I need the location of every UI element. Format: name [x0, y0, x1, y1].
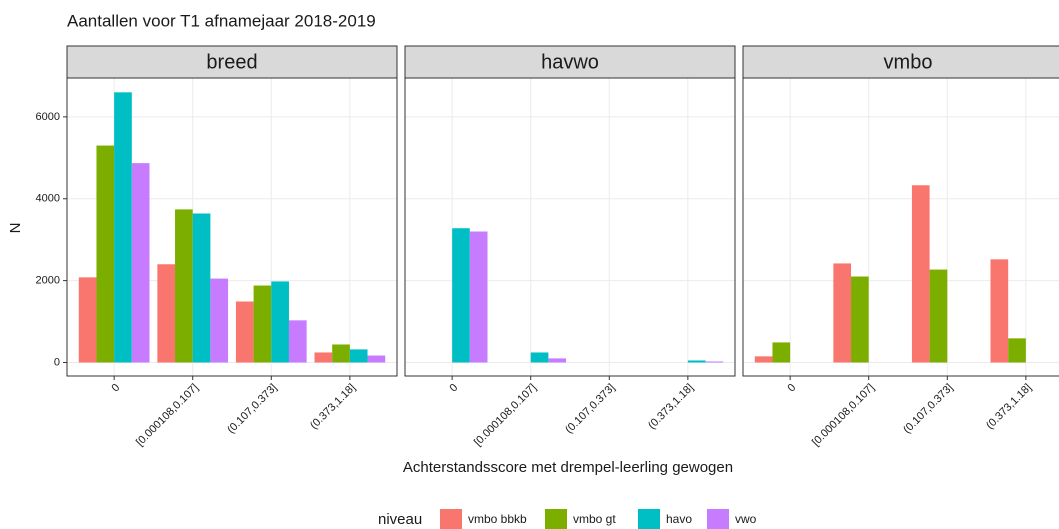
bar: [192, 213, 211, 363]
bar: [548, 358, 567, 363]
bar: [911, 185, 930, 363]
bar: [833, 263, 852, 363]
legend-label: vmbo gt: [573, 512, 616, 526]
y-tick-label: 6000: [36, 111, 60, 123]
x-axis-label: Achterstandsscore met drempel-leerling g…: [403, 459, 733, 476]
x-tick-label: (0.373,1.18]: [308, 382, 358, 432]
legend-key: [638, 509, 660, 529]
bar: [687, 360, 706, 363]
bar: [271, 281, 289, 363]
legend-key: [707, 509, 729, 529]
bar: [851, 276, 869, 363]
facet-title: vmbo: [884, 51, 933, 73]
panel-border: [742, 77, 1059, 377]
bar: [157, 264, 176, 363]
strip: [66, 45, 398, 79]
x-tick-label: (0.373,1.18]: [984, 382, 1034, 432]
legend-title: niveau: [378, 511, 422, 528]
bar: [131, 163, 150, 363]
bar: [929, 269, 948, 363]
x-tick-label: [0.000108,0.107]: [472, 382, 539, 449]
bar: [349, 349, 368, 363]
legend-label: vmbo bbkb: [468, 512, 527, 526]
bar: [253, 285, 272, 363]
y-tick-label: 0: [54, 356, 60, 368]
bar: [175, 209, 193, 363]
bar: [78, 277, 97, 363]
bar: [754, 356, 773, 363]
x-tick-label: 0: [786, 382, 799, 395]
facet-title: havwo: [541, 51, 599, 73]
x-tick-label: (0.373,1.18]: [646, 382, 696, 432]
legend-key: [440, 509, 462, 529]
bar: [452, 228, 470, 363]
bar: [314, 352, 333, 363]
bar: [990, 259, 1009, 363]
panel-border: [404, 77, 736, 377]
x-tick-label: 0: [448, 382, 461, 395]
facet-title: breed: [206, 51, 257, 73]
legend-label: havo: [666, 512, 692, 526]
panel-border: [66, 77, 398, 377]
y-axis-label: N: [7, 223, 24, 234]
y-tick-label: 4000: [36, 193, 60, 205]
x-tick-label: [0.000108,0.107]: [810, 382, 877, 449]
y-tick-label: 2000: [36, 275, 60, 287]
bar: [288, 320, 307, 363]
bar: [705, 361, 724, 363]
x-tick-label: 0: [110, 382, 123, 395]
bar: [772, 342, 791, 363]
bar: [469, 231, 488, 363]
bar: [114, 92, 132, 363]
legend-key: [545, 509, 567, 529]
bar: [332, 344, 350, 363]
bar: [1008, 338, 1026, 363]
bar: [96, 145, 115, 363]
x-tick-label: (0.107,0.373]: [225, 382, 279, 436]
x-tick-label: (0.107,0.373]: [901, 382, 955, 436]
bar: [530, 352, 549, 363]
strip: [742, 45, 1059, 79]
legend-label: vwo: [735, 512, 757, 526]
x-tick-label: (0.107,0.373]: [563, 382, 617, 436]
chart-title: Aantallen voor T1 afnamejaar 2018-2019: [67, 11, 376, 30]
x-tick-label: [0.000108,0.107]: [134, 382, 201, 449]
bar: [235, 301, 254, 363]
bar: [210, 278, 229, 363]
bar: [367, 355, 386, 363]
